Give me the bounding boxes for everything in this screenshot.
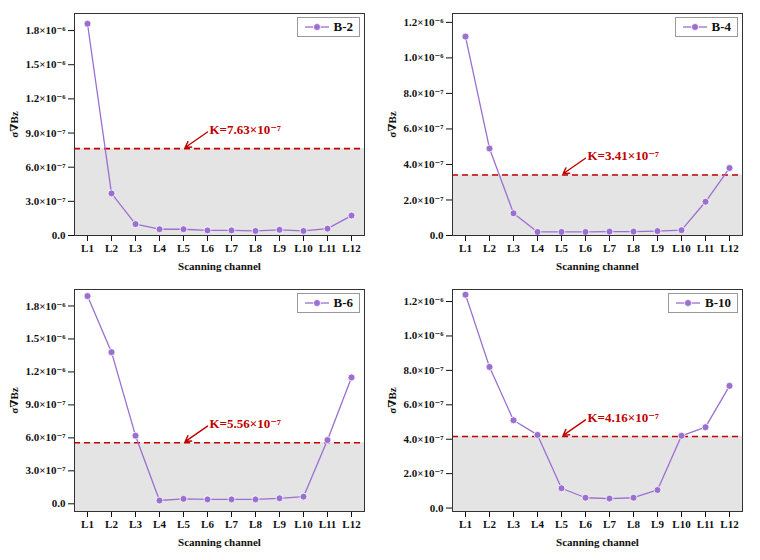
svg-text:1.0×10⁻⁶: 1.0×10⁻⁶ [403,51,444,63]
svg-text:4.0×10⁻⁷: 4.0×10⁻⁷ [403,433,444,445]
svg-text:L9: L9 [651,242,664,254]
svg-text:0.0: 0.0 [430,229,444,241]
svg-text:9.0×10⁻⁷: 9.0×10⁻⁷ [25,398,66,410]
svg-text:K=3.41×10⁻⁷: K=3.41×10⁻⁷ [588,148,660,163]
svg-text:K=4.16×10⁻⁷: K=4.16×10⁻⁷ [588,410,660,425]
svg-text:L11: L11 [697,518,715,530]
svg-text:1.2×10⁻⁶: 1.2×10⁻⁶ [25,92,66,104]
svg-text:L10: L10 [294,242,313,254]
svg-text:3.0×10⁻⁷: 3.0×10⁻⁷ [25,195,66,207]
svg-text:6.0×10⁻⁷: 6.0×10⁻⁷ [25,431,66,443]
svg-text:L1: L1 [459,242,472,254]
svg-text:L7: L7 [603,242,616,254]
svg-text:L11: L11 [319,242,337,254]
svg-text:Scanning channel: Scanning channel [556,260,639,272]
svg-text:L11: L11 [319,518,337,530]
svg-text:L6: L6 [201,242,214,254]
svg-text:L4: L4 [531,242,544,254]
svg-text:6.0×10⁻⁷: 6.0×10⁻⁷ [25,161,66,173]
svg-text:8.0×10⁻⁷: 8.0×10⁻⁷ [403,87,444,99]
svg-text:L3: L3 [507,518,520,530]
svg-text:1.2×10⁻⁶: 1.2×10⁻⁶ [403,295,444,307]
svg-text:6.0×10⁻⁷: 6.0×10⁻⁷ [403,398,444,410]
svg-text:L8: L8 [249,242,262,254]
svg-text:Scanning channel: Scanning channel [178,536,261,548]
svg-text:3.0×10⁻⁷: 3.0×10⁻⁷ [25,464,66,476]
svg-text:L3: L3 [129,242,142,254]
svg-text:L4: L4 [153,518,166,530]
svg-text:L5: L5 [555,242,568,254]
svg-text:9.0×10⁻⁷: 9.0×10⁻⁷ [25,127,66,139]
svg-text:2.0×10⁻⁷: 2.0×10⁻⁷ [403,194,444,206]
svg-text:Scanning channel: Scanning channel [178,260,261,272]
svg-text:L3: L3 [129,518,142,530]
svg-text:L9: L9 [273,518,286,530]
svg-text:L10: L10 [672,518,691,530]
svg-text:L8: L8 [627,242,640,254]
svg-text:L7: L7 [603,518,616,530]
html-text:B-10: B-10 [705,295,731,310]
svg-text:L9: L9 [273,242,286,254]
svg-text:1.8×10⁻⁶: 1.8×10⁻⁶ [25,24,66,36]
svg-text:L12: L12 [342,242,361,254]
svg-text:1.2×10⁻⁶: 1.2×10⁻⁶ [25,365,66,377]
svg-text:L1: L1 [81,518,94,530]
svg-text:σ∇Bz: σ∇Bz [8,387,20,414]
svg-text:L9: L9 [651,518,664,530]
svg-text:4.0×10⁻⁷: 4.0×10⁻⁷ [403,158,444,170]
svg-text:L1: L1 [81,242,94,254]
svg-text:L6: L6 [579,518,592,530]
svg-text:L7: L7 [225,518,238,530]
svg-text:L4: L4 [153,242,166,254]
svg-text:L12: L12 [342,518,361,530]
svg-text:L2: L2 [105,242,118,254]
html-text:B-2: B-2 [333,19,353,34]
svg-text:L5: L5 [555,518,568,530]
svg-text:L12: L12 [720,518,739,530]
svg-text:L1: L1 [459,518,472,530]
svg-text:0.0: 0.0 [52,497,66,509]
svg-text:8.0×10⁻⁷: 8.0×10⁻⁷ [403,364,444,376]
svg-text:L6: L6 [201,518,214,530]
svg-text:L2: L2 [483,242,496,254]
svg-text:2.0×10⁻⁷: 2.0×10⁻⁷ [403,467,444,479]
svg-text:L6: L6 [579,242,592,254]
svg-text:1.5×10⁻⁶: 1.5×10⁻⁶ [25,332,66,344]
svg-text:1.2×10⁻⁶: 1.2×10⁻⁶ [403,16,444,28]
svg-text:L5: L5 [177,242,190,254]
svg-text:6.0×10⁻⁷: 6.0×10⁻⁷ [403,122,444,134]
svg-text:1.0×10⁻⁶: 1.0×10⁻⁶ [403,329,444,341]
svg-text:L2: L2 [105,518,118,530]
svg-text:σ∇Bz: σ∇Bz [8,111,20,138]
svg-text:L4: L4 [531,518,544,530]
svg-text:Scanning channel: Scanning channel [556,536,639,548]
svg-text:L7: L7 [225,242,238,254]
svg-text:0.0: 0.0 [52,229,66,241]
svg-text:L12: L12 [720,242,739,254]
html-text:B-6: B-6 [333,295,353,310]
html-text:B-4: B-4 [711,19,731,34]
svg-text:L10: L10 [672,242,691,254]
svg-text:L3: L3 [507,242,520,254]
svg-text:L10: L10 [294,518,313,530]
svg-text:1.5×10⁻⁶: 1.5×10⁻⁶ [25,58,66,70]
svg-text:L8: L8 [627,518,640,530]
svg-text:L8: L8 [249,518,262,530]
svg-text:L11: L11 [697,242,715,254]
svg-text:σ∇Bz: σ∇Bz [386,387,398,414]
svg-text:σ∇Bz: σ∇Bz [386,111,398,138]
svg-text:0.0: 0.0 [430,502,444,514]
svg-text:K=7.63×10⁻⁷: K=7.63×10⁻⁷ [210,122,282,137]
svg-text:K=5.56×10⁻⁷: K=5.56×10⁻⁷ [210,416,282,431]
svg-text:1.8×10⁻⁶: 1.8×10⁻⁶ [25,300,66,312]
svg-text:L2: L2 [483,518,496,530]
svg-text:L5: L5 [177,518,190,530]
